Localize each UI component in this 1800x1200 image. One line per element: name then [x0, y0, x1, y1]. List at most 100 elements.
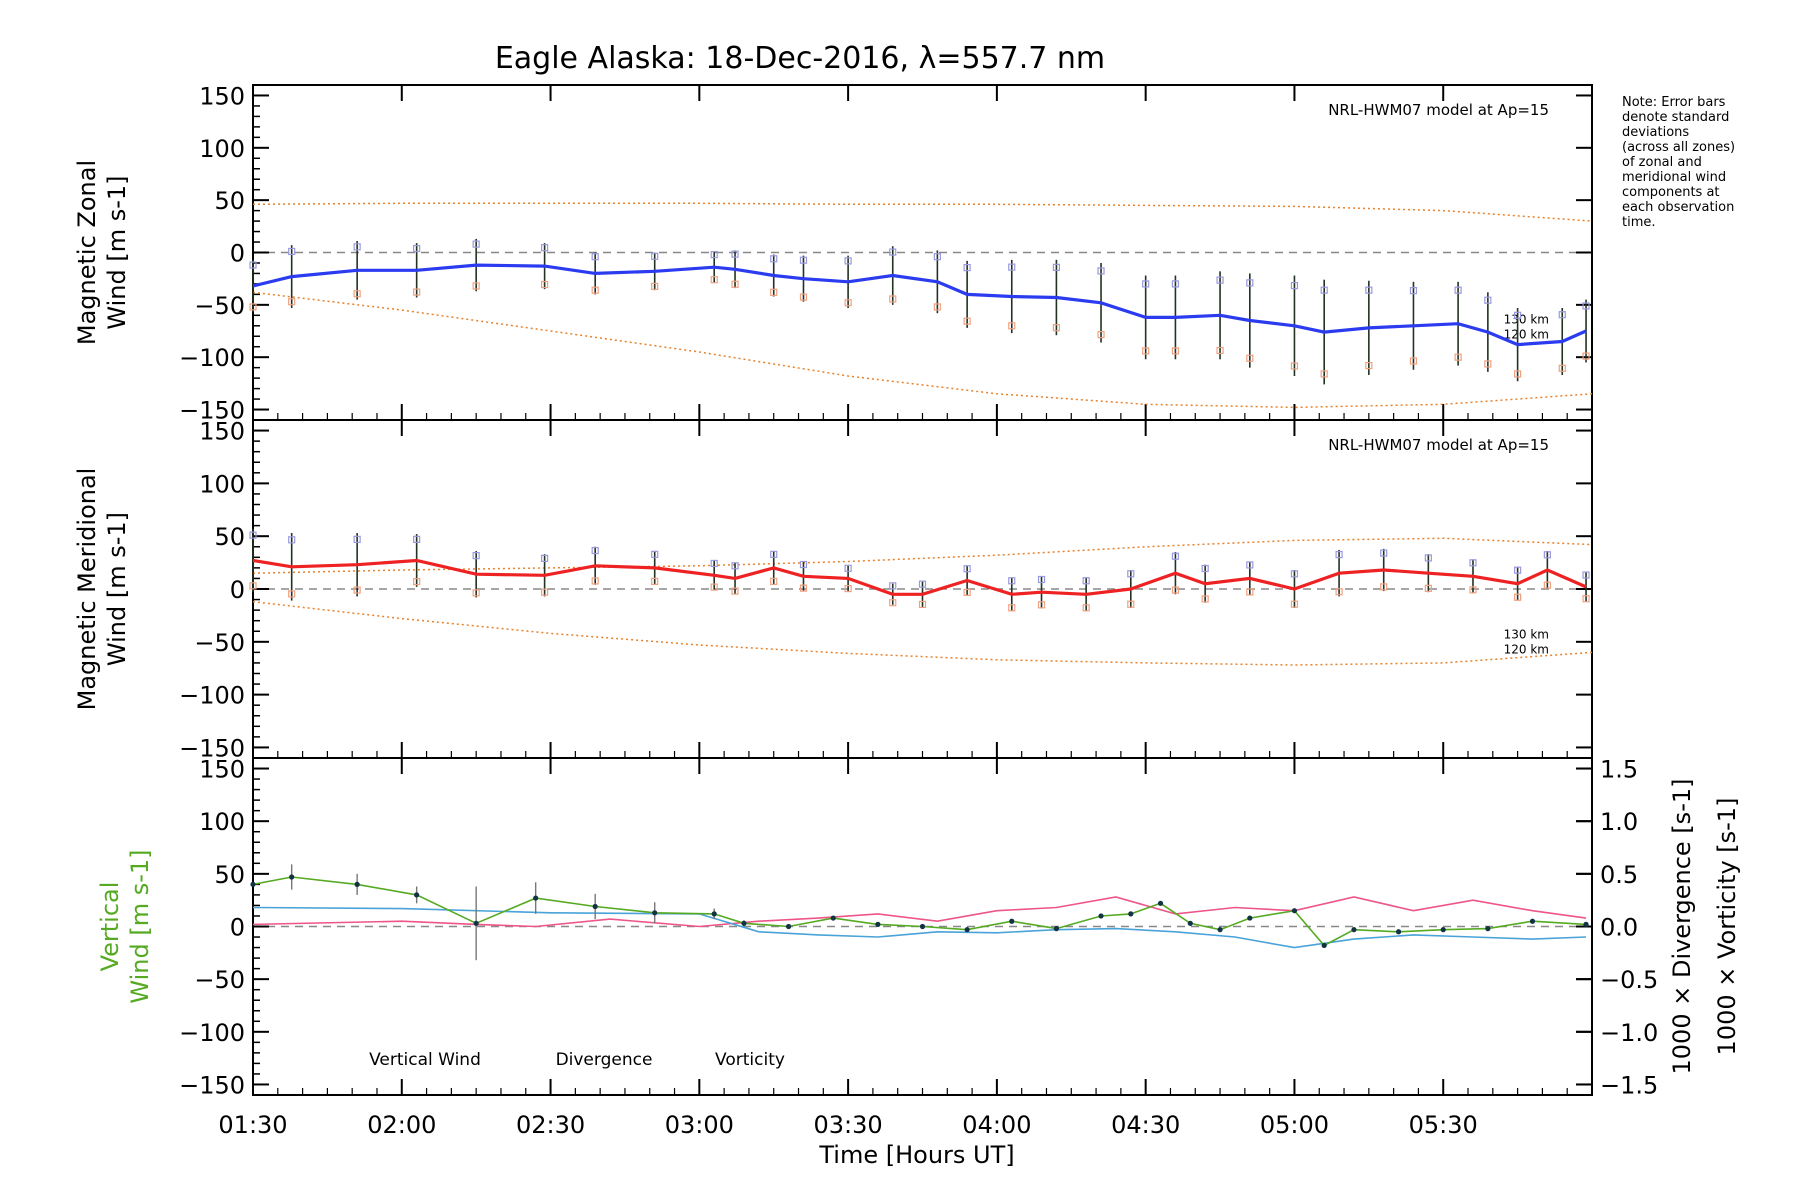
y2-tick-label: −0.5: [1600, 966, 1658, 994]
zone-marker: [353, 290, 361, 298]
vertical-wind-point: [250, 881, 256, 887]
zone-marker: [770, 288, 778, 296]
vertical-wind-point: [964, 927, 970, 933]
x-tick-label: 05:00: [1260, 1111, 1329, 1139]
y2-tick-label: 1.0: [1600, 808, 1638, 836]
y-tick-label: −50: [194, 292, 245, 320]
y-tick-label: −150: [179, 397, 245, 425]
y-axis-label-line: Wind [m s-1]: [103, 175, 131, 329]
zone-marker: [1290, 362, 1299, 370]
zone-marker: [844, 584, 852, 593]
model-line: [252, 600, 1593, 666]
zone-marker: [1201, 564, 1209, 573]
zone-marker: [1543, 581, 1551, 589]
y2-tick-label: 0.5: [1600, 861, 1638, 889]
zone-marker: [541, 554, 549, 562]
zone-marker: [1582, 595, 1590, 603]
divergence-line: [252, 906, 1587, 949]
zone-marker: [472, 282, 480, 290]
y-axis-label-line: Wind [m s-1]: [103, 512, 131, 666]
zone-marker: [353, 586, 361, 594]
vertical-wind-point: [1187, 920, 1193, 926]
vertical-wind-point: [919, 923, 926, 930]
zone-marker: [710, 583, 718, 591]
note-line: Note: Error bars: [1622, 95, 1726, 110]
model-km-label: 130 km: [1504, 628, 1549, 642]
zone-marker: [889, 599, 897, 607]
vertical-wind-point: [414, 892, 420, 898]
zone-marker: [1037, 575, 1046, 584]
vertical-wind-line: [252, 876, 1587, 947]
zone-marker: [1514, 370, 1522, 378]
note-line: denote standard: [1622, 110, 1729, 125]
zone-marker: [770, 550, 778, 558]
zone-marker: [1582, 302, 1590, 310]
zone-marker: [591, 253, 599, 261]
vertical-wind-point: [1247, 915, 1253, 921]
y-tick-label: 50: [214, 187, 245, 215]
vertical-wind-point: [289, 874, 295, 880]
zone-marker: [472, 240, 480, 248]
zone-marker: [799, 293, 808, 301]
vertical-wind-point: [830, 915, 836, 921]
zone-marker: [1201, 595, 1209, 603]
y-tick-label: 0: [230, 240, 245, 268]
x-tick-label: 05:30: [1409, 1111, 1478, 1139]
y2-label-divergence: 1000 × Divergence [s-1]: [1668, 779, 1696, 1075]
zone-marker: [1082, 577, 1090, 585]
vertical-wind-point: [711, 911, 717, 917]
zone-marker: [1142, 280, 1150, 288]
zone-marker: [1171, 586, 1180, 594]
vorticity-line: [252, 896, 1587, 928]
note-line: time.: [1622, 215, 1656, 230]
wind-line: [252, 558, 1587, 596]
y-tick-label: −100: [179, 344, 245, 372]
y-tick-label: −50: [194, 966, 245, 994]
zone-marker: [353, 243, 361, 251]
y-tick-label: 50: [214, 523, 245, 551]
y-axis-label: Magnetic ZonalWind [m s-1]: [73, 160, 131, 345]
vertical-wind-point: [1321, 942, 1327, 949]
vertical-wind-point: [592, 903, 598, 910]
note-line: of zonal and: [1622, 155, 1702, 170]
zone-marker: [249, 582, 257, 590]
y-axis-label-line: Wind [m s-1]: [126, 849, 154, 1003]
y-axis-label-line: Vertical: [96, 882, 124, 972]
zone-marker: [1082, 604, 1090, 612]
zone-marker: [844, 564, 852, 572]
panel-zonal: 150 100 50 0 −50 −100 −150 Magnetic ZonalWind […: [73, 82, 1593, 425]
zone-marker: [1469, 559, 1477, 567]
zone-marker: [731, 562, 739, 570]
zone-marker: [1335, 588, 1343, 596]
zone-marker: [1365, 361, 1373, 370]
zone-marker: [413, 244, 421, 253]
x-tick-label: 04:30: [1111, 1111, 1180, 1139]
panel-meridional: 150 100 50 0 −50 −100 −150 Magnetic MeridionalW…: [73, 418, 1593, 762]
zone-marker: [710, 559, 718, 568]
x-tick-label: 03:30: [814, 1111, 883, 1139]
zone-marker: [1142, 347, 1150, 355]
zone-marker: [1380, 583, 1388, 591]
zone-marker: [770, 255, 778, 263]
zone-marker: [889, 295, 897, 303]
zone-marker: [799, 256, 808, 264]
zone-marker: [1558, 311, 1566, 319]
zone-marker: [651, 282, 659, 291]
model-line: [252, 202, 1593, 222]
vertical-wind-point: [1291, 908, 1298, 914]
y-tick-label: 100: [199, 135, 245, 163]
zone-marker: [933, 253, 941, 261]
vertical-wind-point: [786, 923, 792, 930]
x-tick-label: 03:00: [665, 1111, 734, 1139]
y-axis-label: Magnetic MeridionalWind [m s-1]: [73, 468, 131, 711]
legend-item: Divergence: [556, 1050, 653, 1070]
zone-marker: [591, 286, 599, 294]
zone-marker: [413, 288, 421, 296]
zone-marker: [1246, 279, 1254, 287]
zone-marker: [799, 560, 808, 569]
note-line: components at: [1622, 185, 1720, 200]
zone-marker: [288, 590, 296, 598]
y-tick-label: −100: [179, 682, 245, 710]
zone-marker: [1127, 570, 1135, 578]
